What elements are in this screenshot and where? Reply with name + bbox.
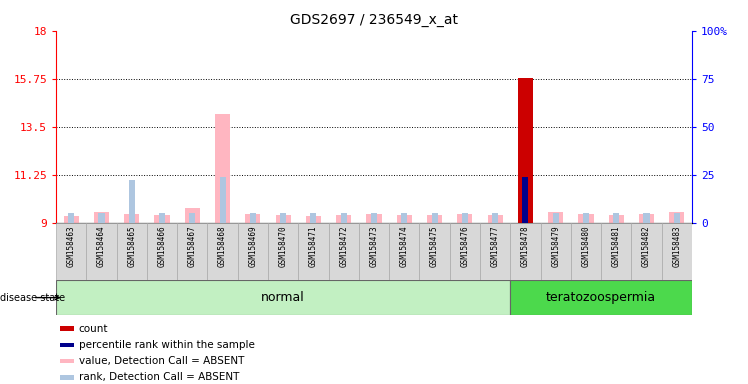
Text: GSM158476: GSM158476	[460, 225, 469, 267]
Bar	[129, 180, 135, 223]
Bar	[159, 213, 165, 223]
Text: GSM158467: GSM158467	[188, 225, 197, 267]
Bar	[185, 208, 200, 223]
Bar	[189, 213, 195, 223]
Bar	[245, 214, 260, 223]
Text: disease state: disease state	[0, 293, 65, 303]
Bar	[420, 223, 450, 280]
Text: GSM158482: GSM158482	[642, 225, 651, 267]
Bar	[60, 359, 73, 363]
Text: GSM158479: GSM158479	[551, 225, 560, 267]
Text: GSM158468: GSM158468	[218, 225, 227, 267]
Bar	[147, 223, 177, 280]
Bar	[450, 223, 480, 280]
Bar	[401, 213, 408, 223]
Text: value, Detection Call = ABSENT: value, Detection Call = ABSENT	[79, 356, 244, 366]
Bar	[99, 213, 105, 223]
Bar	[518, 78, 533, 223]
Bar	[56, 223, 86, 280]
Text: GSM158477: GSM158477	[491, 225, 500, 267]
Bar	[64, 216, 79, 223]
Bar	[457, 214, 473, 223]
Bar	[510, 223, 541, 280]
Bar	[480, 223, 510, 280]
Text: GSM158480: GSM158480	[581, 225, 590, 267]
Bar	[60, 343, 73, 347]
Bar	[340, 213, 347, 223]
Text: GSM158463: GSM158463	[67, 225, 76, 267]
Bar	[298, 223, 328, 280]
Bar	[613, 213, 619, 223]
Text: GSM158481: GSM158481	[612, 225, 621, 267]
Bar	[609, 215, 624, 223]
Bar	[60, 326, 73, 331]
Bar	[541, 223, 571, 280]
Text: GSM158478: GSM158478	[521, 225, 530, 267]
Bar	[94, 212, 109, 223]
Bar	[359, 223, 389, 280]
Bar	[155, 215, 170, 223]
Bar	[238, 223, 268, 280]
Text: count: count	[79, 323, 108, 334]
Bar	[432, 213, 438, 223]
Bar	[389, 223, 420, 280]
Text: GSM158464: GSM158464	[97, 225, 106, 267]
Text: GSM158474: GSM158474	[399, 225, 408, 267]
Text: rank, Detection Call = ABSENT: rank, Detection Call = ABSENT	[79, 372, 239, 382]
Bar	[220, 177, 226, 223]
Bar	[396, 215, 412, 223]
Bar	[207, 223, 238, 280]
Bar	[275, 215, 291, 223]
Bar	[56, 280, 510, 315]
Bar	[601, 223, 631, 280]
Bar	[310, 213, 316, 223]
Bar	[86, 223, 117, 280]
Bar	[367, 214, 381, 223]
Bar	[60, 375, 73, 380]
Bar	[578, 214, 593, 223]
Text: GSM158470: GSM158470	[279, 225, 288, 267]
Bar	[427, 215, 442, 223]
Bar	[371, 213, 377, 223]
Bar	[674, 213, 680, 223]
Text: GSM158471: GSM158471	[309, 225, 318, 267]
Bar	[488, 215, 503, 223]
Title: GDS2697 / 236549_x_at: GDS2697 / 236549_x_at	[290, 13, 458, 27]
Bar	[328, 223, 359, 280]
Text: teratozoospermia: teratozoospermia	[546, 291, 656, 304]
Bar	[643, 213, 649, 223]
Bar	[571, 223, 601, 280]
Bar	[177, 223, 207, 280]
Text: GSM158473: GSM158473	[370, 225, 378, 267]
Text: GSM158465: GSM158465	[127, 225, 136, 267]
Bar	[268, 223, 298, 280]
Text: GSM158483: GSM158483	[672, 225, 681, 267]
Bar	[462, 213, 468, 223]
Bar	[280, 213, 286, 223]
Text: normal: normal	[261, 291, 305, 304]
Bar	[68, 213, 74, 223]
Text: GSM158469: GSM158469	[248, 225, 257, 267]
Text: percentile rank within the sample: percentile rank within the sample	[79, 340, 255, 350]
Bar	[553, 213, 559, 223]
Bar	[548, 212, 563, 223]
Bar	[117, 223, 147, 280]
Bar	[631, 223, 662, 280]
Bar	[669, 212, 684, 223]
Bar	[215, 114, 230, 223]
Bar	[492, 213, 498, 223]
Bar	[336, 215, 352, 223]
Text: GSM158472: GSM158472	[340, 225, 349, 267]
Bar	[639, 214, 654, 223]
Bar	[522, 177, 528, 223]
Bar	[306, 216, 321, 223]
Bar	[583, 213, 589, 223]
Bar	[662, 223, 692, 280]
Bar	[510, 280, 692, 315]
Bar	[250, 213, 256, 223]
Text: GSM158466: GSM158466	[158, 225, 167, 267]
Text: GSM158475: GSM158475	[430, 225, 439, 267]
Bar	[124, 214, 139, 223]
